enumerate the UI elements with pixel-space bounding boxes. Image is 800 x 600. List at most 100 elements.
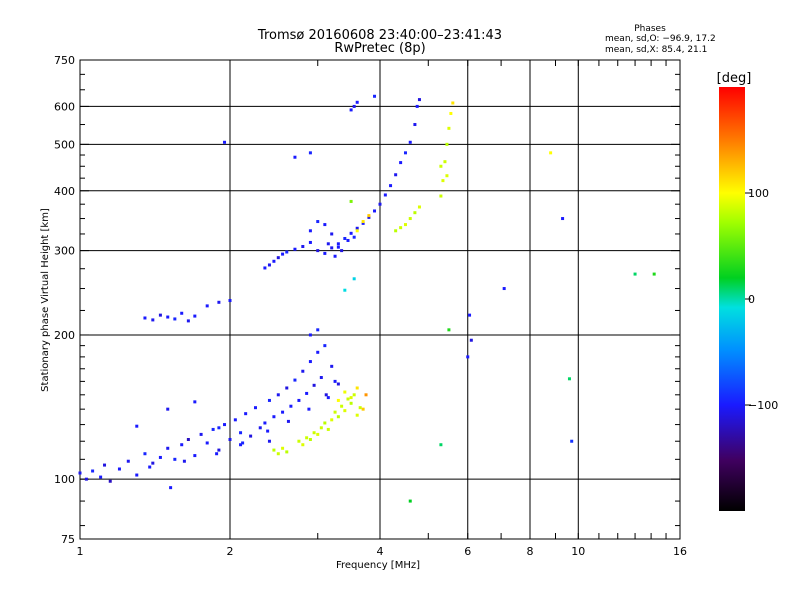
data-point: [323, 223, 327, 227]
data-point: [415, 104, 419, 108]
y-tick-label: 75: [61, 533, 75, 546]
data-point: [367, 214, 371, 218]
data-point: [276, 256, 280, 260]
data-point: [361, 220, 365, 224]
data-point: [293, 378, 297, 382]
data-point: [266, 429, 270, 433]
data-point: [323, 251, 327, 255]
data-point: [301, 443, 305, 447]
data-point: [126, 459, 130, 463]
data-point: [103, 463, 107, 467]
data-point: [403, 223, 407, 227]
data-point: [151, 318, 155, 322]
y-tick-label: 400: [54, 185, 75, 198]
colorbar-ticks: 100 0 −100: [745, 187, 778, 412]
data-point: [316, 220, 320, 224]
data-point: [305, 436, 309, 440]
data-point: [349, 199, 353, 203]
data-point: [267, 398, 271, 402]
x-tick-label: 1: [77, 545, 84, 558]
data-point: [223, 140, 227, 144]
data-point: [469, 338, 473, 342]
data-point: [308, 229, 312, 233]
data-point: [285, 450, 289, 454]
data-point: [223, 423, 227, 427]
data-point: [169, 486, 173, 490]
stats-heading: Phases: [634, 24, 666, 34]
data-point: [263, 266, 267, 270]
data-point: [383, 193, 387, 197]
y-tick-label: 500: [54, 138, 75, 151]
data-point: [319, 376, 323, 380]
data-point: [316, 350, 320, 354]
data-point: [158, 313, 162, 317]
x-tick-label: 2: [227, 545, 234, 558]
data-point: [355, 413, 359, 417]
data-point: [272, 259, 276, 263]
data-point: [340, 249, 344, 253]
y-axis-label: Stationary phase Virtual Height [km]: [40, 208, 51, 392]
y-tick-label: 300: [54, 245, 75, 258]
colorbar-tick-label: −100: [748, 399, 778, 412]
data-point: [108, 479, 112, 483]
data-point: [441, 179, 445, 183]
data-point: [349, 231, 353, 235]
data-point: [367, 215, 371, 219]
data-point: [352, 235, 356, 239]
y-tick-label: 200: [54, 329, 75, 342]
data-point: [239, 443, 243, 447]
data-point: [570, 439, 574, 443]
data-point: [549, 151, 553, 155]
data-point: [567, 377, 571, 381]
data-point: [445, 142, 449, 146]
data-point: [349, 108, 353, 112]
data-point: [378, 202, 382, 206]
data-point: [326, 242, 330, 246]
data-point: [151, 461, 155, 465]
data-point: [217, 448, 221, 452]
data-point: [326, 396, 330, 400]
data-point: [343, 409, 347, 413]
data-point: [78, 471, 82, 475]
data-point: [249, 434, 253, 438]
data-point: [135, 424, 139, 428]
colorbar-tick-label: 100: [748, 187, 769, 200]
data-point: [143, 452, 147, 456]
data-point: [281, 410, 285, 414]
data-point: [399, 161, 403, 165]
data-point: [417, 205, 421, 209]
data-point: [326, 427, 330, 431]
data-point: [389, 184, 393, 188]
axis-ticks: 1 2 4 6 8 10 16 75 100 200 300 400 500 600 750: [54, 54, 687, 558]
data-point: [308, 360, 312, 364]
data-point: [333, 410, 337, 414]
data-point: [439, 164, 443, 168]
data-point: [316, 328, 320, 332]
x-tick-label: 16: [673, 545, 687, 558]
data-point: [468, 313, 472, 317]
data-point: [413, 211, 417, 215]
colorbar: [719, 87, 745, 511]
data-point: [336, 415, 340, 419]
data-point: [241, 441, 245, 445]
data-point: [297, 398, 301, 402]
data-point: [373, 209, 377, 213]
grid-lines: [80, 60, 680, 539]
data-point: [186, 438, 190, 442]
data-point: [336, 242, 340, 246]
data-point: [443, 160, 447, 164]
x-tick-label: 4: [377, 545, 384, 558]
data-point: [301, 244, 305, 248]
data-point: [349, 396, 353, 400]
data-point: [355, 229, 359, 233]
stats-x-mode: mean, sd,X: 85.4, 21.1: [605, 45, 707, 55]
data-point: [301, 369, 305, 373]
data-point: [408, 140, 412, 144]
data-point: [451, 101, 455, 105]
data-point: [286, 419, 290, 423]
data-point: [267, 263, 271, 267]
chart-title-line1: Tromsø 20160608 23:40:00–23:41:43: [257, 28, 502, 43]
data-point: [308, 240, 312, 244]
data-point: [352, 104, 356, 108]
data-point: [297, 439, 301, 443]
